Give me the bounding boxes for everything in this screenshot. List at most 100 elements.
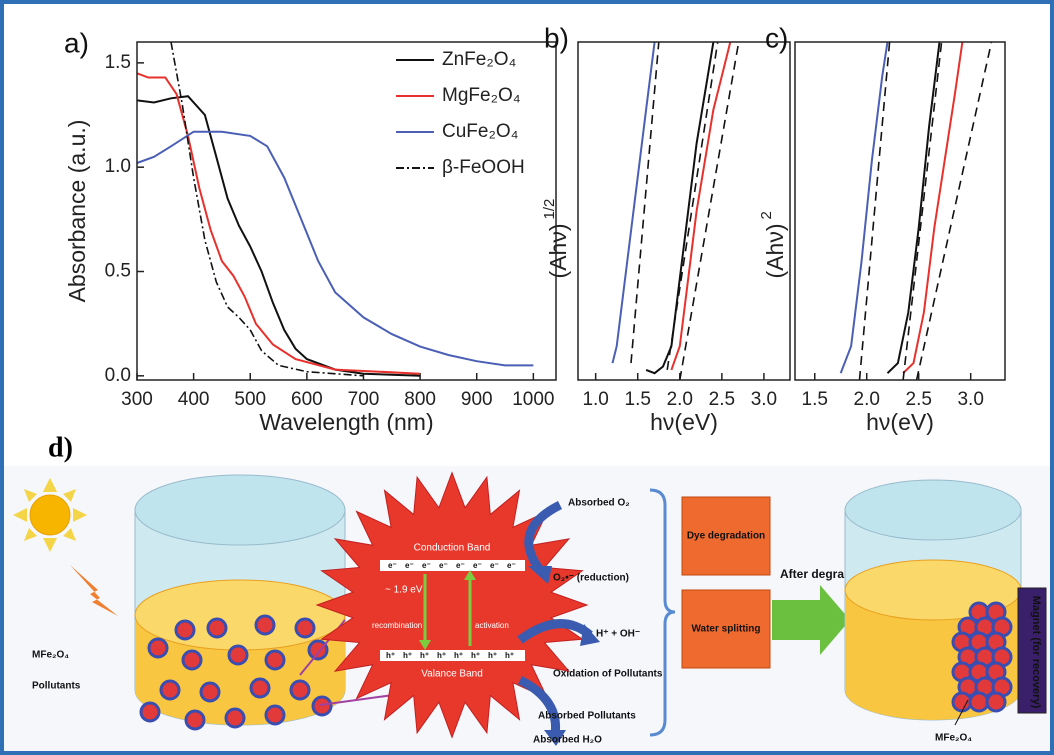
- label: MFe₂O₄: [32, 650, 69, 661]
- particle: [307, 639, 329, 661]
- panel-label: a): [64, 27, 89, 58]
- series-line: [645, 42, 715, 375]
- panel-label: c): [765, 22, 788, 53]
- hole: h⁺: [403, 651, 412, 660]
- electron: e⁻: [388, 561, 397, 570]
- x-tick-label: 2.0: [854, 389, 880, 410]
- electron: e⁻: [405, 561, 414, 570]
- hole: h⁺: [420, 651, 429, 660]
- connector: [954, 699, 969, 726]
- particle: [249, 677, 271, 699]
- particle: [147, 637, 169, 659]
- particle: [968, 691, 990, 713]
- particle: [289, 679, 311, 701]
- legend-label: CuFe₂O₄: [442, 121, 519, 142]
- x-axis-title: Wavelength (nm): [259, 409, 433, 435]
- series-line: [137, 95, 421, 377]
- arrow-head: [464, 570, 476, 580]
- label: Absorbed O₂: [568, 498, 630, 509]
- label: Water splitting: [691, 624, 760, 635]
- series-line: [839, 42, 889, 374]
- chart: a) 300 400 500 600 700 800 900 1000 0.0 0.5 1.0 1.5 W…: [64, 27, 557, 435]
- band: [380, 560, 525, 571]
- label: Pollutants: [32, 681, 81, 692]
- series-line: [137, 72, 421, 375]
- plot-frame: [794, 41, 1006, 381]
- liquid-surface: [134, 579, 346, 651]
- label: Oxidation of Pollutants: [553, 669, 663, 680]
- starburst: [315, 471, 589, 739]
- beaker-top: [844, 479, 1022, 541]
- series-line: [858, 42, 891, 380]
- particles: [951, 601, 1013, 713]
- y-tick-label: 1.5: [105, 52, 131, 73]
- x-tick-label: 3.0: [957, 389, 983, 410]
- sun: [13, 478, 87, 552]
- electron: e⁻: [507, 561, 516, 570]
- x-tick-label: 300: [121, 389, 153, 410]
- lightning: [70, 565, 118, 616]
- label: Absorbed H₂O: [533, 735, 602, 746]
- x-tick-label: 3.0: [751, 389, 777, 410]
- x-tick-label: 700: [348, 389, 380, 410]
- box: [681, 589, 771, 669]
- x-tick-label: 1.0: [582, 389, 608, 410]
- y-axis-title: (Ahν): [545, 224, 571, 279]
- particles: [139, 614, 333, 731]
- label: Dye degradation: [687, 531, 765, 542]
- y-tick-label: 0.0: [105, 365, 131, 386]
- label: Absorbed Pollutants: [538, 711, 636, 722]
- label: recombination: [372, 621, 422, 630]
- x-tick-label: 800: [404, 389, 436, 410]
- x-tick-label: 900: [461, 389, 493, 410]
- particle: [224, 707, 246, 729]
- plot-frame: [577, 41, 791, 381]
- panel-label: b): [544, 22, 569, 53]
- electron: e⁻: [490, 561, 499, 570]
- label: Conduction Band: [414, 543, 491, 554]
- electron: e⁻: [422, 561, 431, 570]
- y-axis-title: (Ahν): [762, 224, 788, 279]
- particle: [227, 644, 249, 666]
- legend-label: ZnFe₂O₄: [442, 49, 517, 70]
- magnet: [1017, 587, 1047, 714]
- label: MFe₂O₄: [935, 733, 972, 744]
- chart: c) 1.5 2.0 2.5 3.0 hν(eV) (Ahν) 2: [758, 22, 1006, 435]
- particle: [206, 617, 228, 639]
- series-line: [666, 42, 719, 371]
- label: activation: [475, 621, 509, 630]
- particle: [264, 649, 286, 671]
- label: O₂•⁻ (reduction): [553, 573, 629, 584]
- particle: [951, 691, 973, 713]
- y-axis-exponent: 2: [758, 211, 775, 219]
- bracket: [649, 488, 676, 737]
- x-tick-label: 600: [291, 389, 323, 410]
- series-line: [886, 42, 941, 374]
- particle: [174, 619, 196, 641]
- x-tick-label: 1000: [512, 389, 554, 410]
- series-line: [670, 42, 732, 371]
- y-tick-label: 1.0: [105, 156, 131, 177]
- particle: [264, 704, 286, 726]
- panel-label: d): [48, 432, 73, 463]
- arrow: [772, 585, 850, 655]
- particle: [311, 695, 333, 717]
- y-axis-exponent: 1/2: [541, 199, 558, 220]
- x-axis-title: hν(eV): [650, 409, 718, 435]
- hole: h⁺: [386, 651, 395, 660]
- hole: h⁺: [454, 651, 463, 660]
- particle: [294, 617, 316, 639]
- diagram: d) MFe₂O₄ Pollutants Conduction Band: [13, 432, 1047, 746]
- hole: h⁺: [488, 651, 497, 660]
- hole: h⁺: [471, 651, 480, 660]
- series-line: [137, 130, 534, 367]
- series-line: [915, 42, 993, 380]
- legend-label: MgFe₂O₄: [442, 85, 521, 106]
- label: H⁺ + OH⁻: [596, 629, 640, 640]
- y-axis-title: Absorbance (a.u.): [64, 120, 90, 303]
- x-tick-label: 2.0: [667, 389, 693, 410]
- arrow-head: [419, 640, 431, 650]
- particle: [139, 701, 161, 723]
- electron: e⁻: [456, 561, 465, 570]
